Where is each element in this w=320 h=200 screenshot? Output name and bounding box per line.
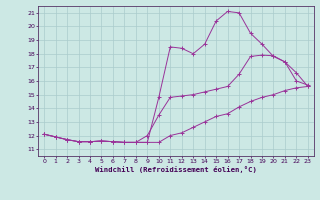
X-axis label: Windchill (Refroidissement éolien,°C): Windchill (Refroidissement éolien,°C) [95, 166, 257, 173]
